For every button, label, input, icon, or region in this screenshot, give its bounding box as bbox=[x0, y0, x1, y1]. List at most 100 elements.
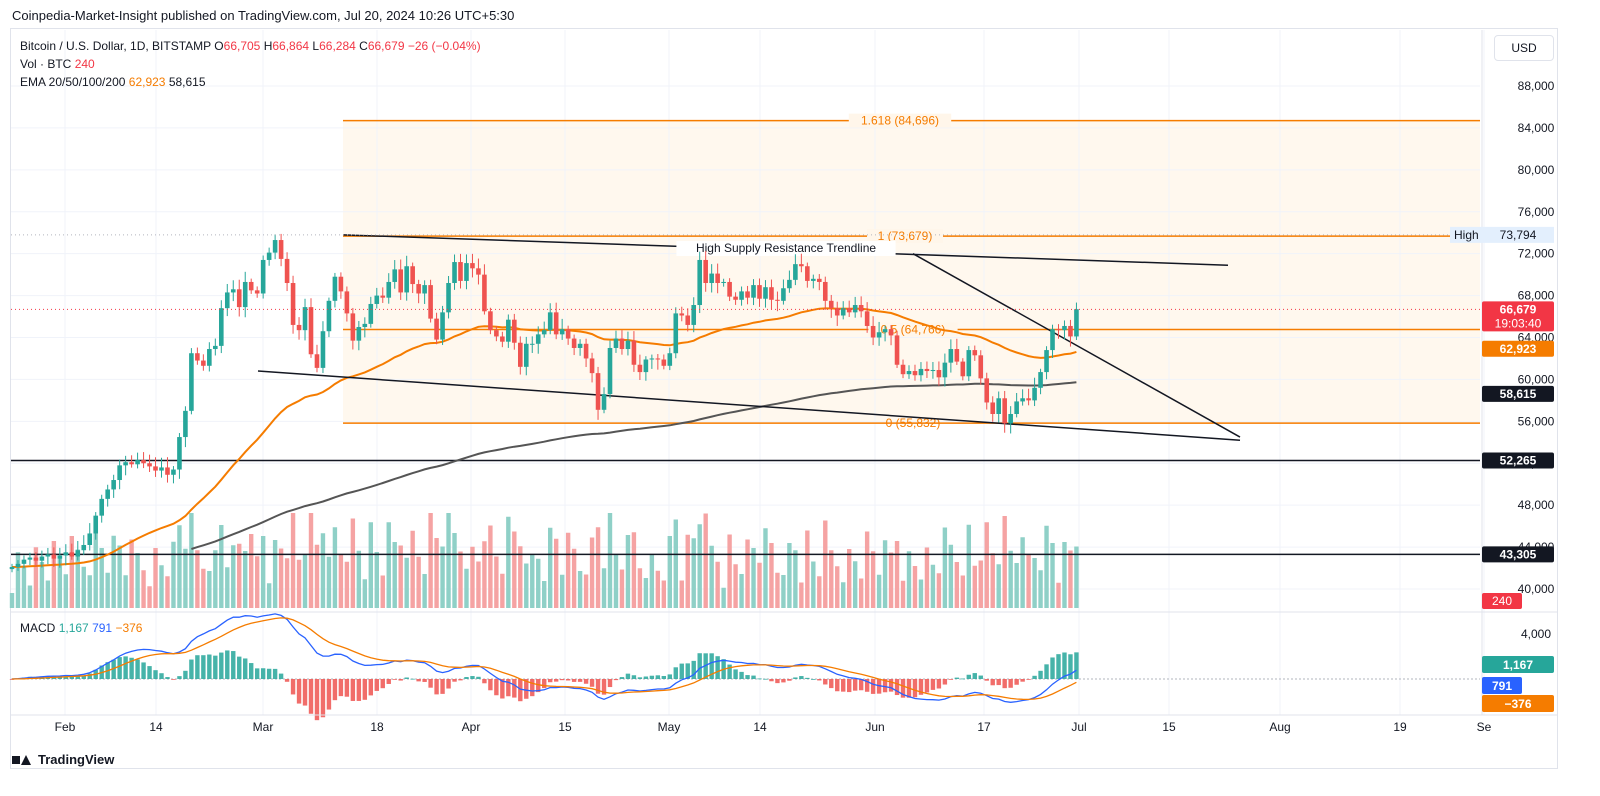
candle-body bbox=[159, 467, 164, 471]
candle-body bbox=[213, 345, 218, 350]
candle-body bbox=[320, 331, 326, 368]
legend-ema-label[interactable]: EMA 20/50/100/200 bbox=[20, 75, 126, 89]
volume-bar bbox=[613, 554, 619, 608]
macd-histogram-bar bbox=[960, 678, 966, 680]
candle-body bbox=[613, 338, 619, 348]
volume-bar bbox=[201, 568, 206, 608]
macd-histogram-bar bbox=[201, 655, 206, 679]
candle-body bbox=[960, 361, 966, 377]
volume-bar bbox=[105, 572, 110, 608]
fib-label: 1 (73,679) bbox=[878, 229, 933, 243]
volume-bar bbox=[356, 550, 362, 608]
volume-bar bbox=[362, 579, 368, 608]
candle-body bbox=[697, 259, 702, 306]
volume-bar bbox=[141, 570, 146, 608]
volume-bar bbox=[296, 559, 302, 608]
macd-histogram-bar bbox=[320, 679, 326, 718]
volume-bar bbox=[996, 564, 1001, 608]
volume-bar bbox=[625, 535, 631, 608]
volume-bar bbox=[171, 541, 176, 608]
candle-body bbox=[685, 315, 691, 325]
candle-body bbox=[1062, 325, 1067, 331]
volume-bar bbox=[1056, 582, 1061, 608]
macd-histogram-bar bbox=[948, 679, 954, 680]
x-tick-label: 14 bbox=[753, 720, 767, 734]
chart-frame bbox=[10, 28, 1558, 769]
volume-bar bbox=[924, 547, 930, 608]
macd-histogram-bar bbox=[1056, 654, 1061, 679]
candle-body bbox=[775, 299, 780, 301]
volume-bar bbox=[966, 524, 971, 608]
candle-body bbox=[75, 550, 81, 557]
legend-macd-label[interactable]: MACD bbox=[20, 621, 56, 635]
high-marker-bg bbox=[1450, 226, 1554, 243]
volume-bar bbox=[912, 566, 918, 608]
candle-body bbox=[332, 276, 338, 301]
legend-symbol[interactable]: Bitcoin / U.S. Dollar, 1D, BITSTAMP bbox=[20, 39, 211, 53]
y-tick-label: 76,000 bbox=[1518, 205, 1555, 219]
candle-body bbox=[978, 355, 984, 379]
macd-histogram-bar bbox=[829, 679, 834, 689]
volume-bar bbox=[512, 531, 517, 608]
volume-bar bbox=[81, 566, 86, 608]
trendline-annotation: High Supply Resistance Trendline bbox=[696, 241, 876, 255]
currency-button[interactable]: USD bbox=[1494, 35, 1554, 61]
x-tick-label: Feb bbox=[55, 720, 76, 734]
macd-histogram-bar bbox=[619, 677, 625, 679]
candle-body bbox=[1038, 372, 1043, 388]
volume-bar bbox=[757, 562, 762, 608]
volume-bar bbox=[715, 561, 720, 608]
volume-bar bbox=[57, 558, 63, 608]
macd-histogram-bar bbox=[841, 679, 846, 692]
candle-body bbox=[260, 259, 266, 294]
macd-histogram-bar bbox=[494, 679, 499, 696]
candle-body bbox=[601, 394, 607, 410]
macd-histogram-bar bbox=[739, 671, 744, 679]
legend-vol-label[interactable]: Vol · BTC bbox=[20, 57, 72, 71]
macd-histogram-bar bbox=[243, 658, 248, 679]
candle-body bbox=[362, 323, 368, 328]
macd-histogram-bar bbox=[930, 679, 936, 690]
macd-histogram-bar bbox=[631, 675, 637, 679]
candle-body bbox=[1056, 329, 1061, 331]
volume-bar bbox=[434, 538, 439, 608]
candle-body bbox=[781, 288, 786, 301]
candle-body bbox=[1074, 309, 1079, 337]
volume-bar bbox=[440, 546, 445, 608]
candle-body bbox=[918, 368, 924, 376]
volume-bar bbox=[518, 546, 523, 608]
volume-bar bbox=[452, 533, 457, 608]
volume-bar bbox=[906, 551, 912, 608]
macd-histogram-bar bbox=[625, 673, 631, 679]
volume-bar bbox=[601, 568, 607, 608]
macd-histogram-bar bbox=[673, 667, 678, 679]
candle-body bbox=[852, 305, 858, 313]
volume-bar bbox=[231, 545, 236, 608]
candle-body bbox=[864, 311, 870, 326]
x-tick-label: Mar bbox=[253, 720, 274, 734]
macd-histogram-bar bbox=[601, 679, 607, 695]
macd-histogram-bar bbox=[147, 666, 152, 679]
countdown-label: 19:03:40 bbox=[1495, 316, 1542, 330]
candle-body bbox=[840, 308, 846, 316]
candle-body bbox=[739, 291, 744, 300]
x-tick-label: 15 bbox=[1162, 720, 1176, 734]
volume-bar bbox=[254, 556, 260, 608]
macd-histogram-bar bbox=[249, 663, 254, 679]
candle-body bbox=[248, 281, 254, 291]
volume-bar bbox=[571, 548, 577, 608]
volume-bar bbox=[870, 551, 876, 608]
candle-body bbox=[547, 312, 553, 331]
candle-body bbox=[338, 276, 344, 292]
tradingview-brand[interactable]: TradingView bbox=[12, 752, 114, 767]
volume-bar bbox=[398, 545, 403, 608]
candle-body bbox=[117, 465, 122, 481]
volume-bar bbox=[542, 581, 547, 608]
macd-histogram-bar bbox=[117, 657, 122, 679]
macd-histogram-bar bbox=[296, 679, 302, 704]
macd-histogram-bar bbox=[984, 679, 989, 681]
macd-histogram-bar bbox=[769, 679, 774, 682]
macd-histogram-bar bbox=[990, 679, 995, 686]
volume-bar bbox=[123, 575, 128, 608]
